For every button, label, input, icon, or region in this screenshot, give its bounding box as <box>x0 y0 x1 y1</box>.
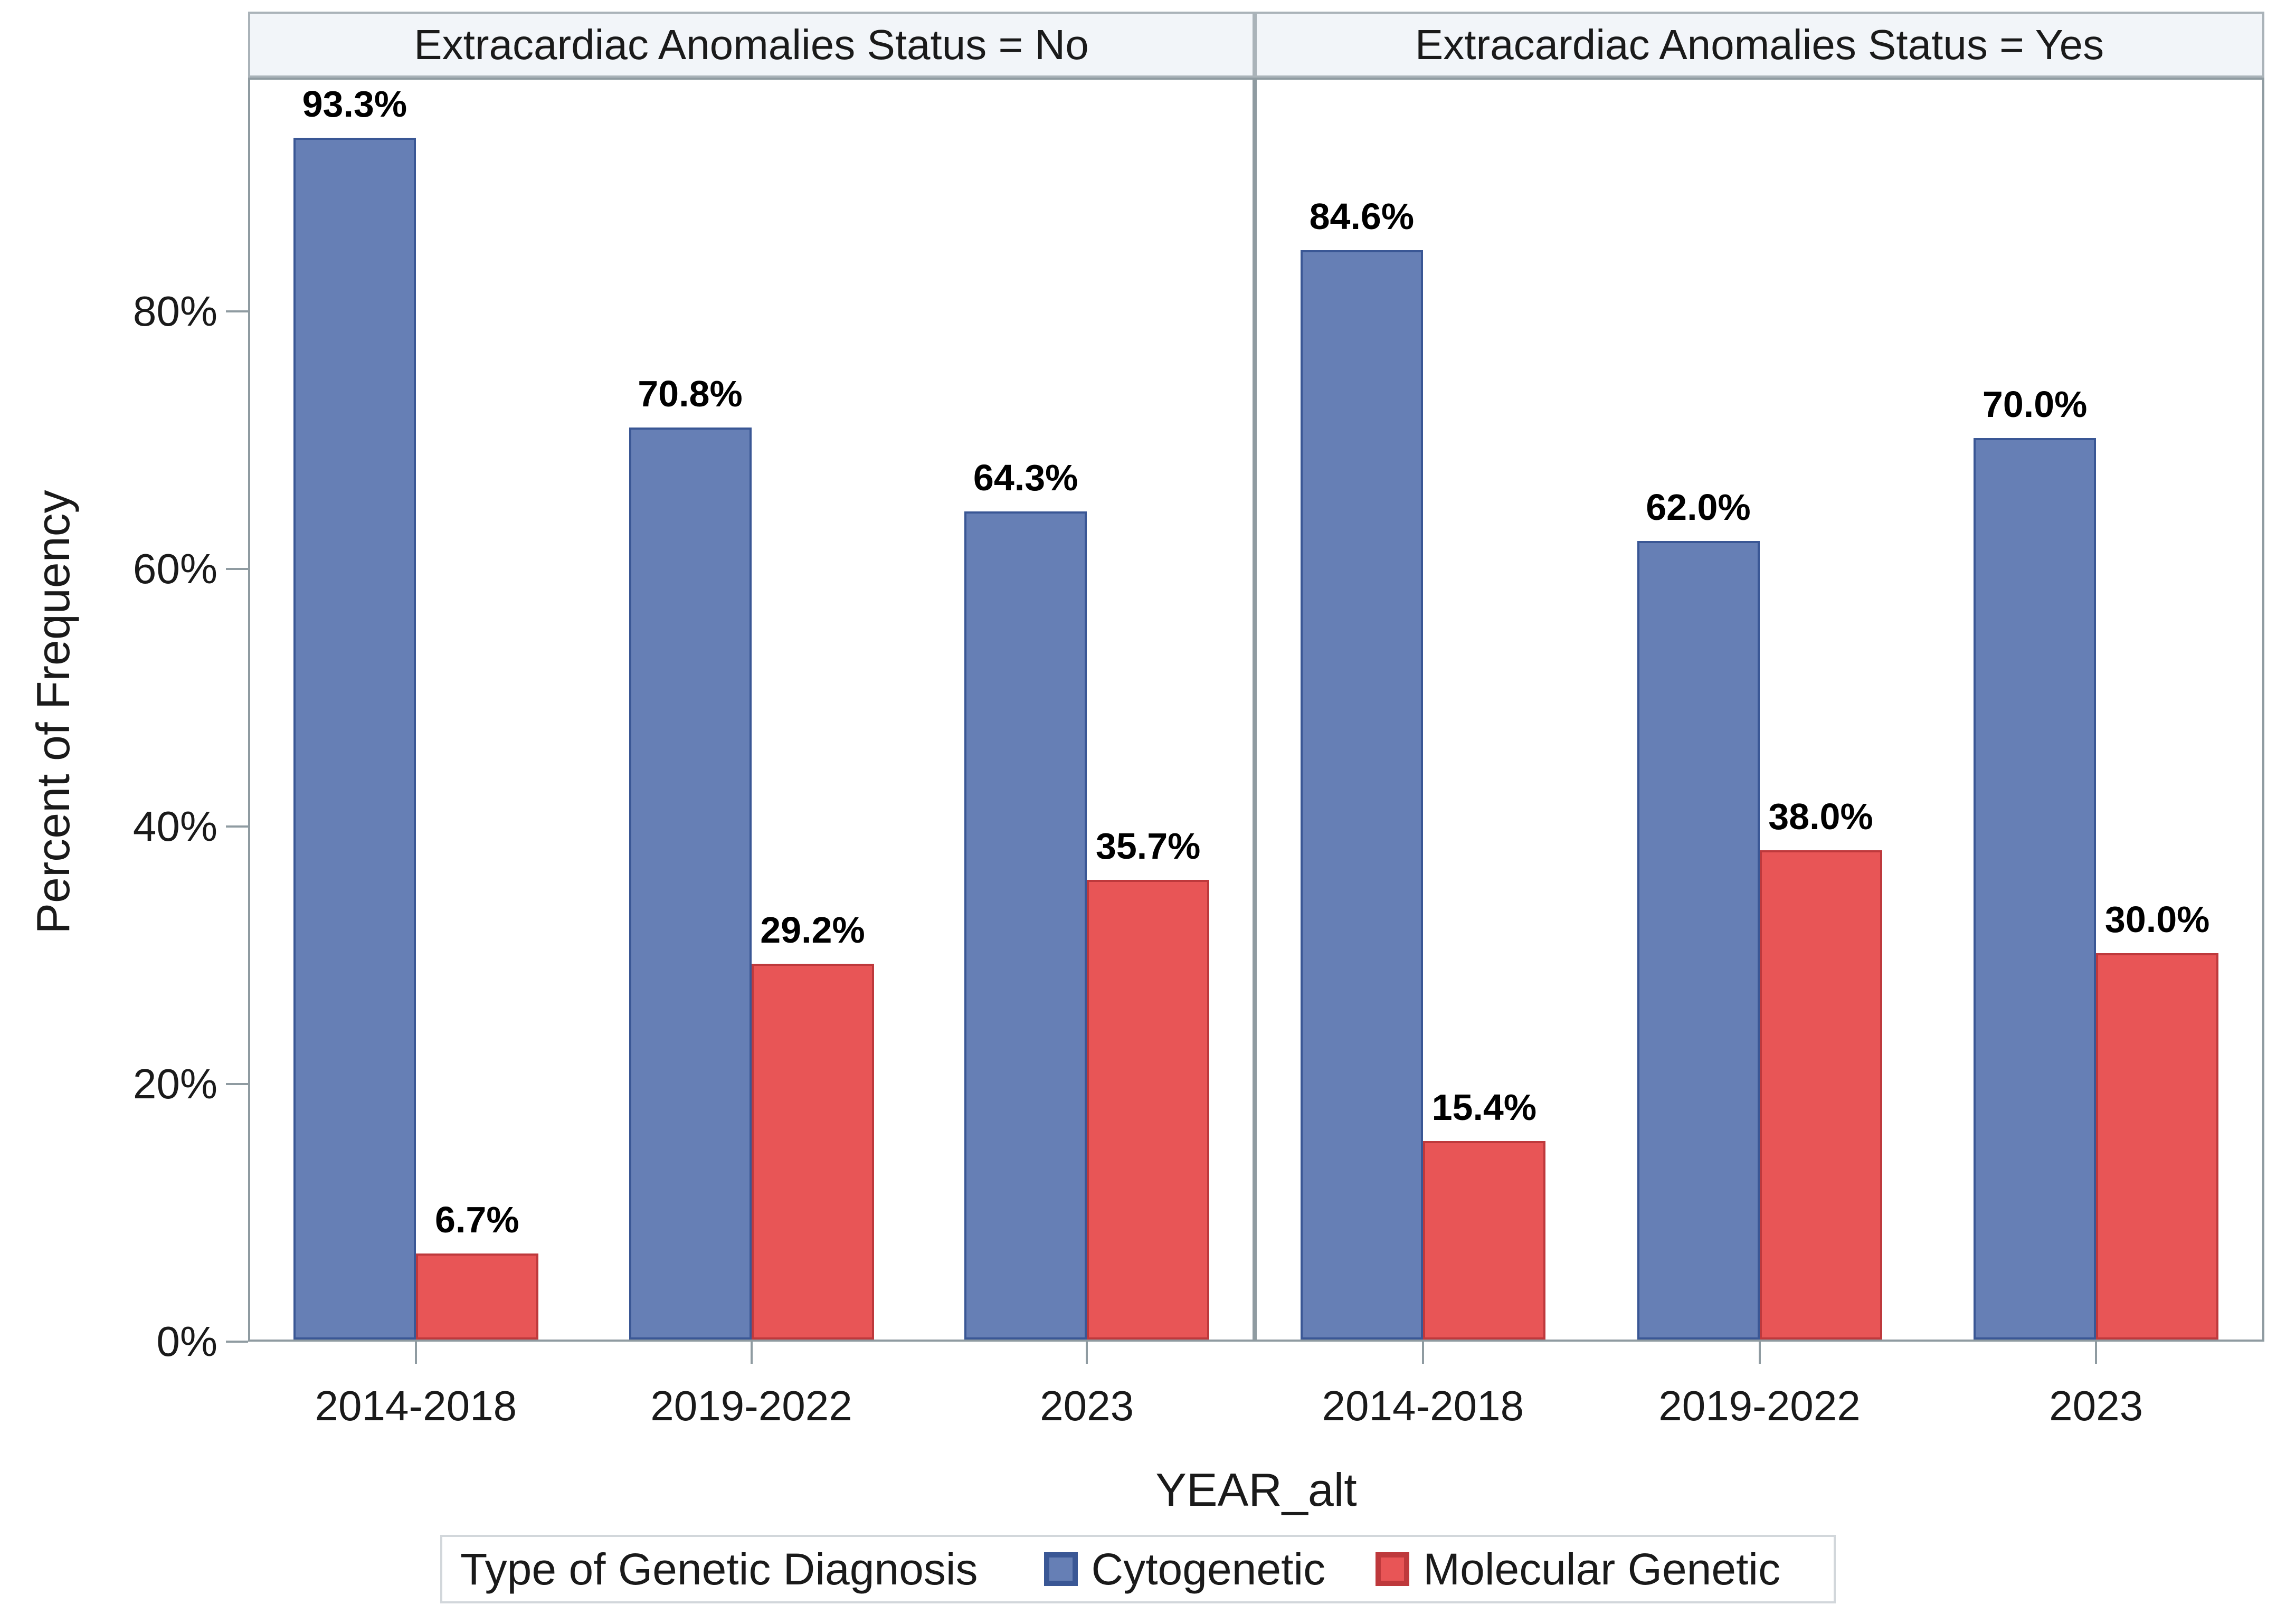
plot-wall-no: 93.3% 6.7% 70.8% 29.2% 64.3% 35.7% <box>248 78 1255 1342</box>
x-tick-mark <box>1758 1342 1761 1364</box>
legend: Type of Genetic Diagnosis Cytogenetic Mo… <box>440 1535 1836 1603</box>
bar-value-label: 29.2% <box>760 909 865 951</box>
x-tick-label: 2014-2018 <box>1322 1382 1524 1429</box>
y-tick-mark <box>226 1341 248 1343</box>
x-tick-mark <box>414 1342 417 1364</box>
x-tick-label: 2023 <box>2049 1382 2143 1429</box>
x-tick-label: 2023 <box>1040 1382 1134 1429</box>
bar-value-label: 93.3% <box>302 83 407 125</box>
y-tick-mark <box>226 825 248 828</box>
bar-cytogenetic <box>629 428 752 1340</box>
y-tick-label: 20% <box>132 1060 217 1107</box>
cytogenetic-swatch-icon <box>1044 1552 1078 1586</box>
panel-title: Extracardiac Anomalies Status = No <box>414 21 1089 68</box>
bar-molecular-genetic <box>1087 880 1210 1340</box>
bar-value-label: 62.0% <box>1646 487 1751 528</box>
bar-value-label: 6.7% <box>435 1199 519 1240</box>
panel-header-no: Extracardiac Anomalies Status = No <box>248 12 1255 78</box>
x-tick-mark <box>1421 1342 1424 1364</box>
bar-molecular-genetic <box>1422 1141 1545 1340</box>
x-tick-label: 2019-2022 <box>1658 1382 1861 1429</box>
bar-value-label: 35.7% <box>1095 825 1201 867</box>
bar-value-label: 15.4% <box>1431 1087 1537 1128</box>
bar-molecular-genetic <box>2096 953 2219 1340</box>
y-tick-label: 80% <box>132 288 217 335</box>
bar-molecular-genetic <box>415 1253 538 1340</box>
panel-title: Extracardiac Anomalies Status = Yes <box>1415 21 2104 68</box>
legend-title: Type of Genetic Diagnosis <box>460 1544 978 1594</box>
y-tick-mark <box>226 310 248 312</box>
x-tick-mark <box>2095 1342 2098 1364</box>
bar-cytogenetic <box>1637 541 1760 1340</box>
bar-value-label: 30.0% <box>2104 899 2210 940</box>
bar-molecular-genetic <box>751 964 874 1340</box>
bar-cytogenetic <box>1974 438 2097 1340</box>
bar-value-label: 70.0% <box>1982 384 2088 425</box>
legend-entry-molecular-genetic: Molecular Genetic <box>1376 1544 1780 1595</box>
molecular-genetic-swatch-icon <box>1376 1552 1410 1586</box>
y-tick-label: 60% <box>132 545 217 592</box>
x-tick-mark <box>1086 1342 1088 1364</box>
panel-header-yes: Extracardiac Anomalies Status = Yes <box>1255 12 2264 78</box>
bar-cytogenetic <box>1300 250 1423 1340</box>
x-tick-label: 2014-2018 <box>315 1382 517 1429</box>
bar-molecular-genetic <box>1759 850 1882 1340</box>
legend-label: Cytogenetic <box>1091 1544 1326 1594</box>
legend-entry-cytogenetic: Cytogenetic <box>1044 1544 1326 1595</box>
bar-cytogenetic <box>964 511 1087 1340</box>
bar-value-label: 70.8% <box>638 373 743 414</box>
x-tick-mark <box>750 1342 753 1364</box>
y-tick-label: 40% <box>132 803 217 850</box>
x-tick-label: 2019-2022 <box>650 1382 852 1429</box>
bar-value-label: 38.0% <box>1768 796 1873 837</box>
plot-wall-yes: 84.6% 15.4% 62.0% 38.0% 70.0% 30.0% <box>1255 78 2264 1342</box>
y-tick-mark <box>226 1083 248 1085</box>
y-tick-label: 0% <box>156 1318 217 1365</box>
bar-value-label: 64.3% <box>973 457 1078 498</box>
bar-value-label: 84.6% <box>1309 196 1415 237</box>
bar-cytogenetic <box>293 138 416 1340</box>
legend-label: Molecular Genetic <box>1423 1544 1781 1594</box>
x-axis-title: YEAR_alt <box>1155 1464 1357 1516</box>
y-tick-mark <box>226 568 248 570</box>
